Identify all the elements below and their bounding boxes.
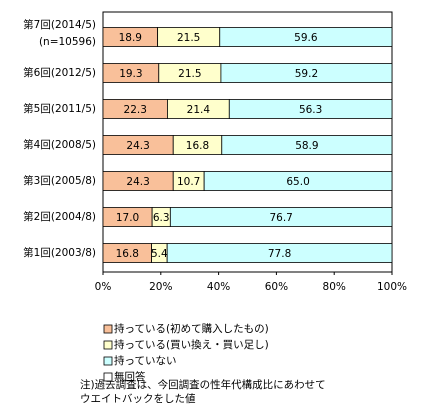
x-tick-label: 40% bbox=[207, 281, 230, 293]
x-tick-label: 0% bbox=[95, 281, 112, 293]
note: 注)過去調査は、今回調査の性年代構成比にあわせて bbox=[80, 378, 326, 391]
bar-segment bbox=[166, 243, 393, 263]
value-label: 6.3 bbox=[153, 212, 170, 224]
y-tick-label: 第7回(2014/5) bbox=[23, 18, 96, 31]
bar-segment bbox=[203, 171, 393, 191]
value-label: 21.4 bbox=[187, 104, 211, 116]
value-label: 21.5 bbox=[177, 32, 200, 44]
value-label: 10.7 bbox=[177, 176, 200, 188]
legend-label: 持っていない bbox=[114, 354, 176, 367]
value-label: 21.5 bbox=[178, 68, 201, 80]
bar-segment bbox=[169, 207, 393, 227]
value-label: 56.3 bbox=[299, 104, 322, 116]
bar-segment bbox=[221, 135, 393, 155]
legend-swatch bbox=[103, 372, 113, 382]
bar-segment bbox=[228, 99, 393, 119]
y-tick-label: 第5回(2011/5) bbox=[23, 102, 96, 115]
legend-label: 無回答 bbox=[114, 370, 146, 383]
x-tick-label: 20% bbox=[149, 281, 172, 293]
value-label: 16.8 bbox=[116, 248, 139, 260]
y-tick-label: 第4回(2008/5) bbox=[23, 138, 96, 151]
value-label: 77.8 bbox=[268, 248, 291, 260]
y-tick-label: 第1回(2003/8) bbox=[23, 246, 96, 259]
value-label: 19.3 bbox=[119, 68, 142, 80]
value-label: 24.3 bbox=[126, 176, 149, 188]
y-tick-label: 第2回(2004/8) bbox=[23, 210, 96, 223]
y-tick-label: 第6回(2012/5) bbox=[23, 66, 96, 79]
legend-swatch bbox=[103, 356, 113, 366]
y-tick-label: 第3回(2005/8) bbox=[23, 174, 96, 187]
x-tick-label: 100% bbox=[377, 281, 407, 293]
value-label: 59.2 bbox=[295, 68, 318, 80]
x-tick-label: 60% bbox=[265, 281, 288, 293]
value-label: 5.4 bbox=[151, 248, 168, 260]
bar-segment bbox=[220, 63, 393, 83]
value-label: 22.3 bbox=[124, 104, 147, 116]
bar-segment bbox=[219, 27, 393, 47]
legend-swatch bbox=[103, 324, 113, 334]
value-label: 16.8 bbox=[186, 140, 209, 152]
value-label: 24.3 bbox=[126, 140, 149, 152]
value-label: 17.0 bbox=[116, 212, 139, 224]
value-label: 58.9 bbox=[295, 140, 318, 152]
note: ウエイトバックをした値 bbox=[80, 392, 196, 405]
value-label: 59.6 bbox=[294, 32, 318, 44]
x-tick-label: 80% bbox=[323, 281, 346, 293]
legend-swatch bbox=[103, 340, 113, 350]
legend-label: 持っている(買い換え・買い足し) bbox=[114, 338, 269, 351]
value-label: 65.0 bbox=[286, 176, 309, 188]
sample-note: (n=10596) bbox=[39, 36, 96, 48]
legend-label: 持っている(初めて購入したもの) bbox=[114, 322, 269, 335]
value-label: 76.7 bbox=[269, 212, 292, 224]
value-label: 18.9 bbox=[119, 32, 142, 44]
